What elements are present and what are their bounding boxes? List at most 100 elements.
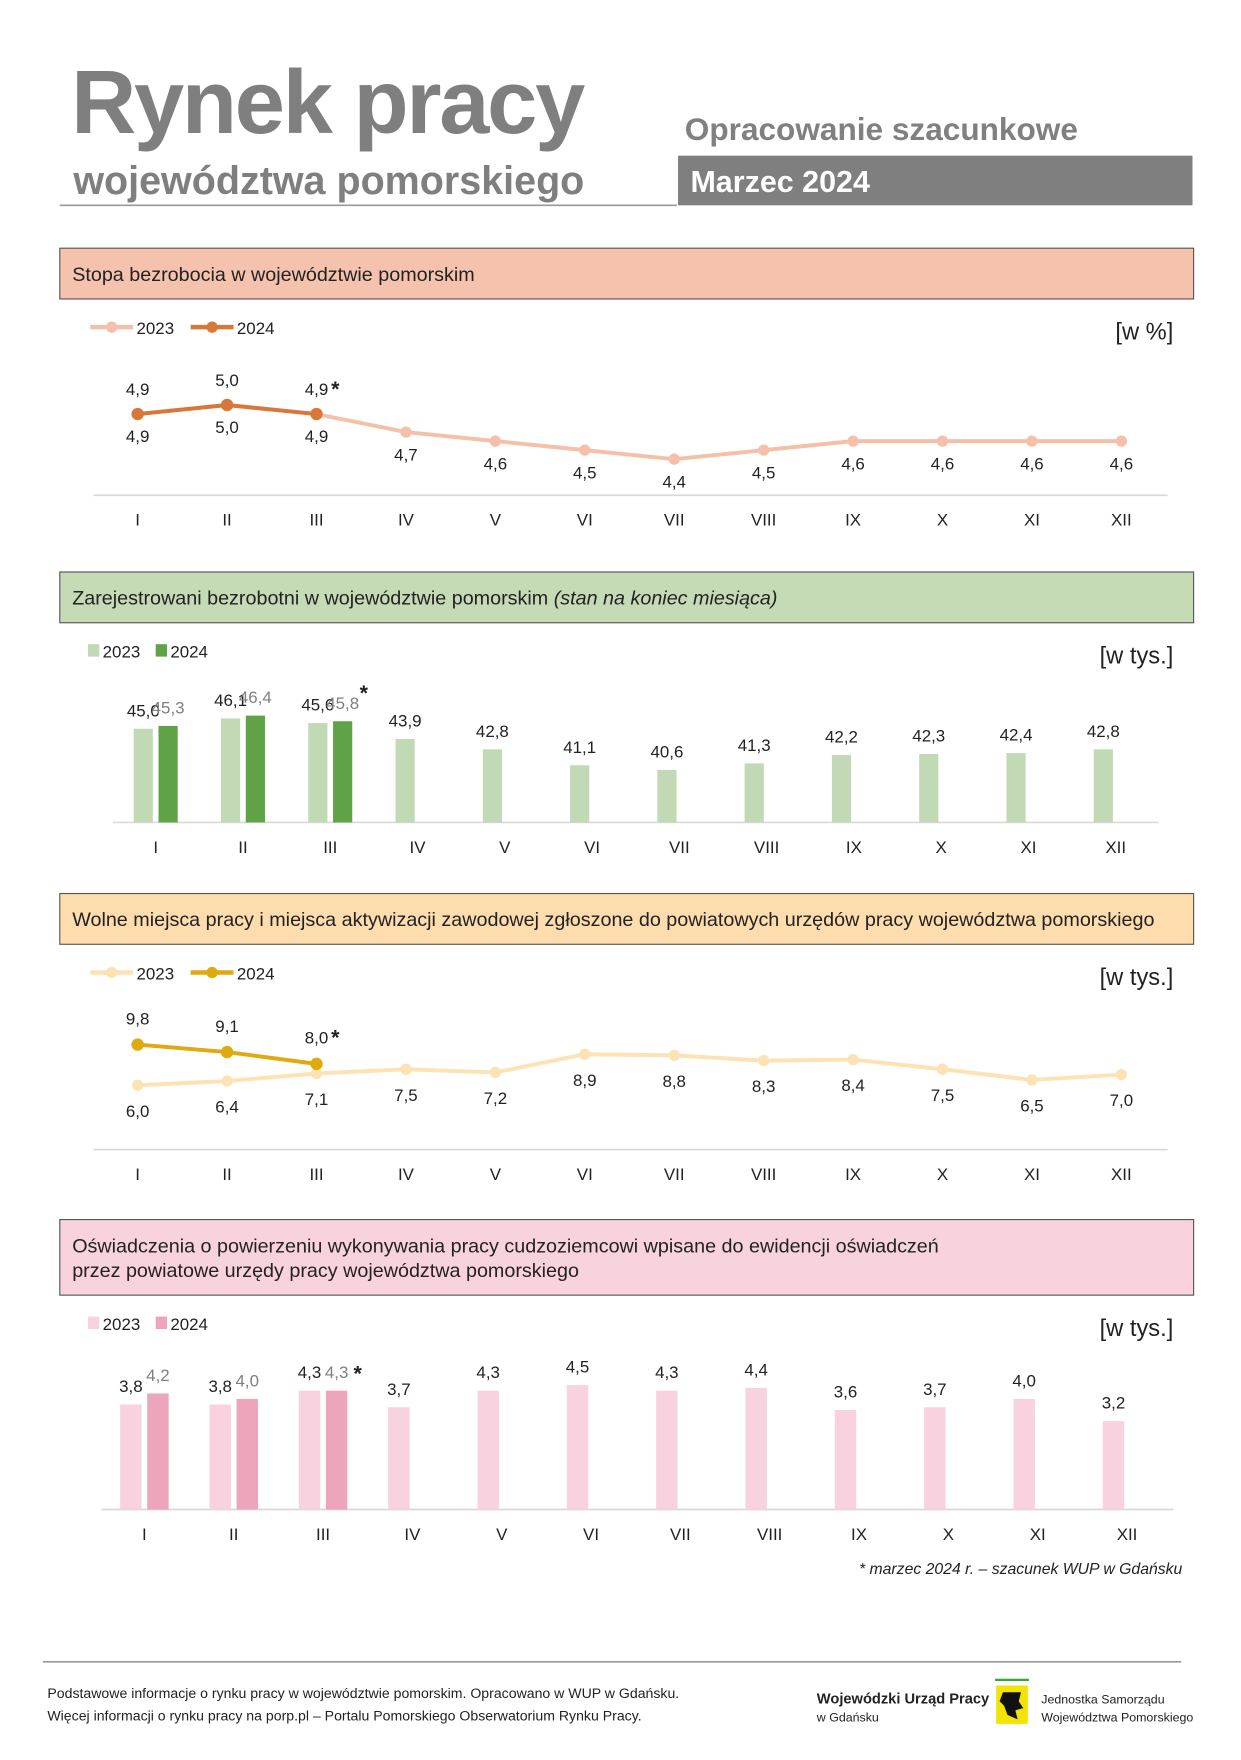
gov-line: Województwa Pomorskiego	[1041, 1711, 1193, 1725]
legend-label: 2023	[137, 964, 175, 983]
footnote: * marzec 2024 r. – szacunek WUP w Gdańsk…	[859, 1561, 1183, 1578]
x-tick-label: II	[222, 1165, 231, 1184]
point	[131, 1038, 144, 1051]
bar	[745, 1387, 767, 1510]
x-tick-label: VIII	[757, 1525, 782, 1544]
x-tick-label: II	[229, 1525, 238, 1544]
point	[400, 1063, 412, 1075]
bar	[570, 765, 590, 823]
point	[310, 1067, 323, 1080]
value-label: 4,9	[126, 427, 150, 446]
x-tick-label: VIII	[751, 511, 776, 530]
legend-dot	[106, 321, 118, 333]
estimate-marker: *	[331, 377, 340, 401]
bar	[924, 1407, 946, 1510]
point	[1115, 435, 1128, 447]
point	[310, 407, 323, 421]
bar	[566, 1385, 589, 1510]
x-tick-label: III	[309, 511, 323, 530]
value-label: 46,1	[214, 691, 247, 710]
x-tick-label: X	[943, 1525, 954, 1544]
unit-label: [w %]	[1115, 320, 1173, 346]
value-label: 4,3	[476, 1363, 500, 1382]
org-name: Wojewódzki Urząd Pracy	[817, 1692, 990, 1708]
legend-label: 2023	[103, 643, 141, 662]
section-title-text: Oświadczenia o powierzeniu wykonywania p…	[72, 1235, 939, 1257]
legend-label: 2024	[170, 1315, 208, 1334]
value-label: 41,3	[738, 736, 771, 755]
bar	[147, 1393, 169, 1510]
point	[489, 435, 502, 447]
x-tick-label: I	[153, 838, 158, 857]
section-title: przez powiatowe urzędy pracy województwa…	[72, 1260, 579, 1282]
point	[400, 426, 412, 438]
legend-swatch	[87, 1316, 100, 1329]
period-badge	[678, 155, 1193, 206]
value-label: 42,4	[1000, 726, 1033, 745]
value-label: 4,7	[394, 445, 418, 464]
x-tick-label: XII	[1105, 838, 1126, 857]
point	[1115, 1068, 1128, 1081]
value-label: 8,4	[841, 1076, 865, 1095]
value-label: 3,7	[923, 1380, 947, 1399]
x-tick-label: V	[499, 838, 511, 857]
section-header	[59, 1218, 1195, 1296]
section-title: Wolne miejsca pracy i miejsca aktywizacj…	[72, 909, 1154, 931]
x-tick-label: XI	[1024, 511, 1040, 530]
value-label: 42,8	[476, 722, 509, 741]
value-label: 7,5	[394, 1086, 418, 1105]
point	[758, 1055, 770, 1067]
value-label: 4,0	[236, 1372, 260, 1391]
legend-dot	[206, 966, 218, 979]
bar	[1006, 753, 1026, 823]
section-header	[59, 571, 1195, 624]
value-label: 45,3	[152, 698, 185, 717]
x-tick-label: XII	[1111, 511, 1132, 530]
series-line	[137, 403, 1122, 462]
x-tick-label: III	[323, 838, 337, 857]
point	[220, 1045, 234, 1059]
point	[131, 1079, 144, 1091]
value-label: 42,2	[825, 728, 858, 747]
bar	[325, 1390, 348, 1510]
bar	[1102, 1421, 1125, 1510]
value-label: 4,6	[841, 454, 865, 473]
value-label: 9,8	[126, 1009, 150, 1028]
value-label: 4,5	[573, 463, 597, 482]
section-title: Oświadczenia o powierzeniu wykonywania p…	[72, 1235, 939, 1257]
value-label: 3,8	[119, 1377, 143, 1396]
value-label: 4,4	[662, 472, 686, 491]
value-label: 45,8	[326, 694, 359, 713]
legend-label: 2023	[137, 319, 175, 338]
value-label: 8,3	[752, 1077, 776, 1096]
x-tick-label: I	[142, 1525, 147, 1544]
value-label: 5,0	[215, 371, 239, 390]
x-tick-label: XI	[1024, 1165, 1040, 1184]
value-label: 3,2	[1102, 1394, 1126, 1413]
x-tick-label: IX	[845, 511, 861, 530]
value-label: 42,3	[912, 727, 945, 746]
legend-dot	[106, 966, 118, 979]
footer-line: Więcej informacji o rynku pracy na porp.…	[47, 1707, 641, 1723]
value-label: 4,2	[146, 1366, 170, 1385]
point	[936, 435, 949, 447]
x-tick-label: II	[238, 838, 247, 857]
point	[579, 444, 591, 456]
point	[1026, 1074, 1038, 1086]
section-title-text: Stopa bezrobocia w województwie pomorski…	[72, 264, 475, 286]
point	[668, 453, 680, 465]
org-city: w Gdańsku	[816, 1711, 879, 1725]
value-label: 3,8	[208, 1377, 232, 1396]
point	[668, 1049, 680, 1061]
estimate-marker: *	[354, 1361, 363, 1385]
bar	[919, 754, 939, 823]
bar	[477, 1390, 499, 1510]
x-tick-label: IV	[398, 511, 415, 530]
section-title-text: Zarejestrowani bezrobotni w województwie…	[72, 588, 548, 610]
value-label: 45,6	[301, 696, 334, 715]
value-label: 4,6	[484, 454, 508, 473]
legend-label: 2024	[237, 319, 275, 338]
point	[220, 398, 234, 412]
x-tick-label: VI	[577, 511, 593, 530]
x-tick-label: V	[490, 1165, 502, 1184]
